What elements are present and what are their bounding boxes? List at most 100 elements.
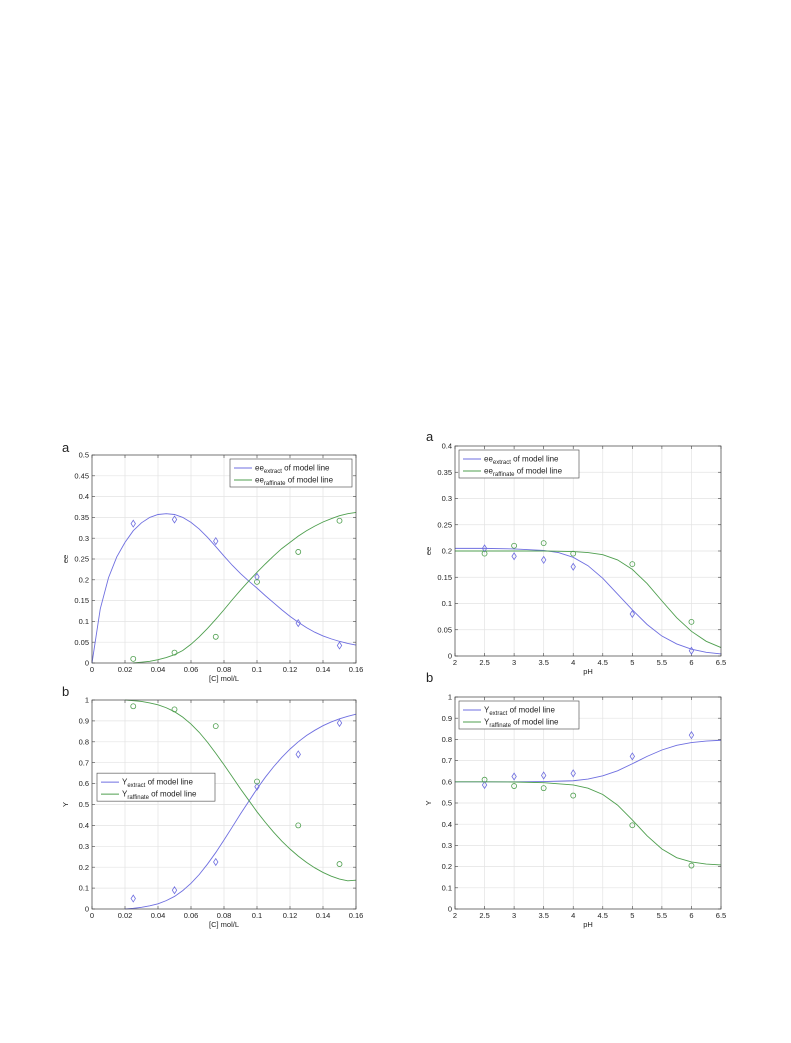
chart-panel-br: 2 2.5 3 3.5 4 4.5 5 5.5 6 6.5 0 0.1 0.2 0.3 0.4 0.5 0.6 0… — [424, 670, 726, 929]
chart-panel-tr: 2 2.5 3 3.5 4 4.5 5 5.5 6 6.5 0 0.05 0.1 0.15 0.2 0.25 0… — [424, 429, 726, 676]
data-point-diamond-extract — [629, 752, 636, 761]
panel-label: a — [426, 429, 434, 444]
x-tick-label: 0.16 — [349, 665, 364, 674]
x-tick-label: 4.5 — [598, 911, 608, 920]
data-point-circle-raffinate — [254, 578, 260, 585]
y-tick-label: 0.1 — [442, 883, 452, 892]
x-tick-label: 6.5 — [716, 658, 726, 667]
data-point-diamond-extract — [511, 772, 517, 781]
legend-main: Y — [122, 790, 128, 799]
data-point-diamond-extract — [171, 886, 178, 895]
y-tick-label: 0.3 — [79, 534, 89, 543]
data-point-diamond-extract — [629, 609, 636, 619]
x-tick-label: 0.14 — [316, 665, 331, 674]
y-tick-label: 0.6 — [79, 779, 89, 788]
chart-panel-tl: 0 0.02 0.04 0.06 0.08 0.1 0.12 0.14 0.16 0 0.05 0.1… — [61, 440, 363, 683]
y-tick-label: 0.35 — [74, 513, 89, 522]
x-tick-label: 3.5 — [538, 911, 548, 920]
legend-box — [96, 772, 216, 802]
x-tick-label: 6.5 — [716, 911, 726, 920]
data-point-circle-raffinate — [336, 861, 343, 867]
legend-subscript: raffinate — [264, 481, 286, 487]
data-point-circle-raffinate — [570, 792, 577, 799]
x-tick-label: 4 — [571, 658, 575, 667]
x-tick-label: 0 — [90, 665, 94, 674]
y-tick-label: 0.35 — [437, 468, 452, 477]
x-axis-label: pH — [583, 920, 593, 929]
data-point-diamond-extract — [511, 552, 517, 561]
x-tick-label: 3 — [512, 911, 516, 920]
y-tick-label: 1 — [85, 696, 89, 705]
plot-frame — [91, 699, 357, 910]
x-tick-label: 6 — [689, 658, 693, 667]
y-tick-label: 0.15 — [74, 596, 89, 605]
data-point-diamond-extract — [130, 519, 136, 528]
y-tick-label: 0.4 — [79, 821, 89, 830]
y-tick-label: 0.2 — [79, 863, 89, 872]
data-point-circle-raffinate — [629, 561, 636, 568]
y-tick-label: 0.4 — [79, 492, 89, 501]
y-tick-label: 0.25 — [74, 555, 89, 564]
data-point-diamond-extract — [540, 771, 547, 780]
data-point-diamond-extract — [336, 641, 343, 650]
legend-entry: eeextract of model line — [255, 464, 330, 476]
legend-subscript: raffinate — [489, 723, 511, 729]
data-point-diamond-extract — [295, 618, 301, 628]
data-point-circle-raffinate — [130, 655, 137, 662]
y-tick-label: 0.8 — [79, 737, 89, 746]
data-point-diamond-extract — [213, 857, 219, 867]
y-tick-label: 0 — [85, 905, 89, 914]
y-tick-label: 0.4 — [442, 820, 452, 829]
plot-frame — [91, 454, 357, 664]
y-tick-label: 0.3 — [442, 494, 452, 503]
legend-main: ee — [484, 467, 493, 476]
data-point-circle-raffinate — [171, 649, 178, 656]
series-line-extract — [124, 713, 357, 910]
y-tick-label: 0.8 — [442, 735, 452, 744]
legend-main: Y — [484, 706, 490, 715]
y-tick-label: 0.2 — [442, 547, 452, 556]
x-axis-label: [C] mol/L — [209, 920, 239, 929]
data-point-circle-raffinate — [511, 542, 518, 549]
data-point-diamond-extract — [171, 515, 178, 524]
x-tick-label: 0.02 — [118, 911, 133, 920]
legend-entry: Yraffinate of model line — [484, 718, 559, 730]
x-tick-label: 0.06 — [184, 665, 199, 674]
y-tick-label: 0.9 — [442, 714, 452, 723]
x-tick-label: 4.5 — [598, 658, 608, 667]
legend-rest: of model line — [145, 778, 193, 787]
data-point-diamond-extract — [336, 718, 343, 728]
legend-entry: eeextract of model line — [484, 455, 559, 467]
x-tick-label: 2.5 — [479, 911, 489, 920]
data-point-diamond-extract — [570, 769, 576, 778]
data-point-circle-raffinate — [212, 633, 219, 640]
data-point-diamond-extract — [481, 780, 488, 790]
x-tick-label: 2 — [453, 658, 457, 667]
data-point-diamond-extract — [570, 562, 576, 571]
x-tick-label: 3 — [512, 658, 516, 667]
data-point-diamond-extract — [688, 731, 695, 740]
x-tick-label: 5.5 — [657, 658, 667, 667]
data-point-circle-raffinate — [130, 703, 137, 710]
legend-subscript: raffinate — [127, 795, 149, 801]
y-tick-label: 0.5 — [79, 800, 89, 809]
y-tick-label: 0 — [448, 652, 452, 661]
x-tick-label: 0.08 — [217, 665, 232, 674]
legend-box — [458, 449, 580, 479]
x-tick-label: 3.5 — [538, 658, 548, 667]
y-axis-label: Y — [424, 800, 433, 805]
data-point-circle-raffinate — [171, 706, 178, 713]
data-point-diamond-extract — [130, 894, 136, 903]
legend-subscript: extract — [489, 711, 507, 717]
legend-box — [458, 700, 580, 730]
data-point-diamond-extract — [254, 782, 260, 791]
x-tick-label: 0.14 — [316, 911, 331, 920]
data-point-circle-raffinate — [570, 550, 577, 557]
y-tick-label: 0.4 — [442, 442, 452, 451]
x-tick-label: 0.12 — [283, 665, 298, 674]
data-point-circle-raffinate — [481, 776, 488, 783]
series-line-raffinate — [133, 511, 357, 664]
series-line-raffinate — [455, 550, 722, 649]
